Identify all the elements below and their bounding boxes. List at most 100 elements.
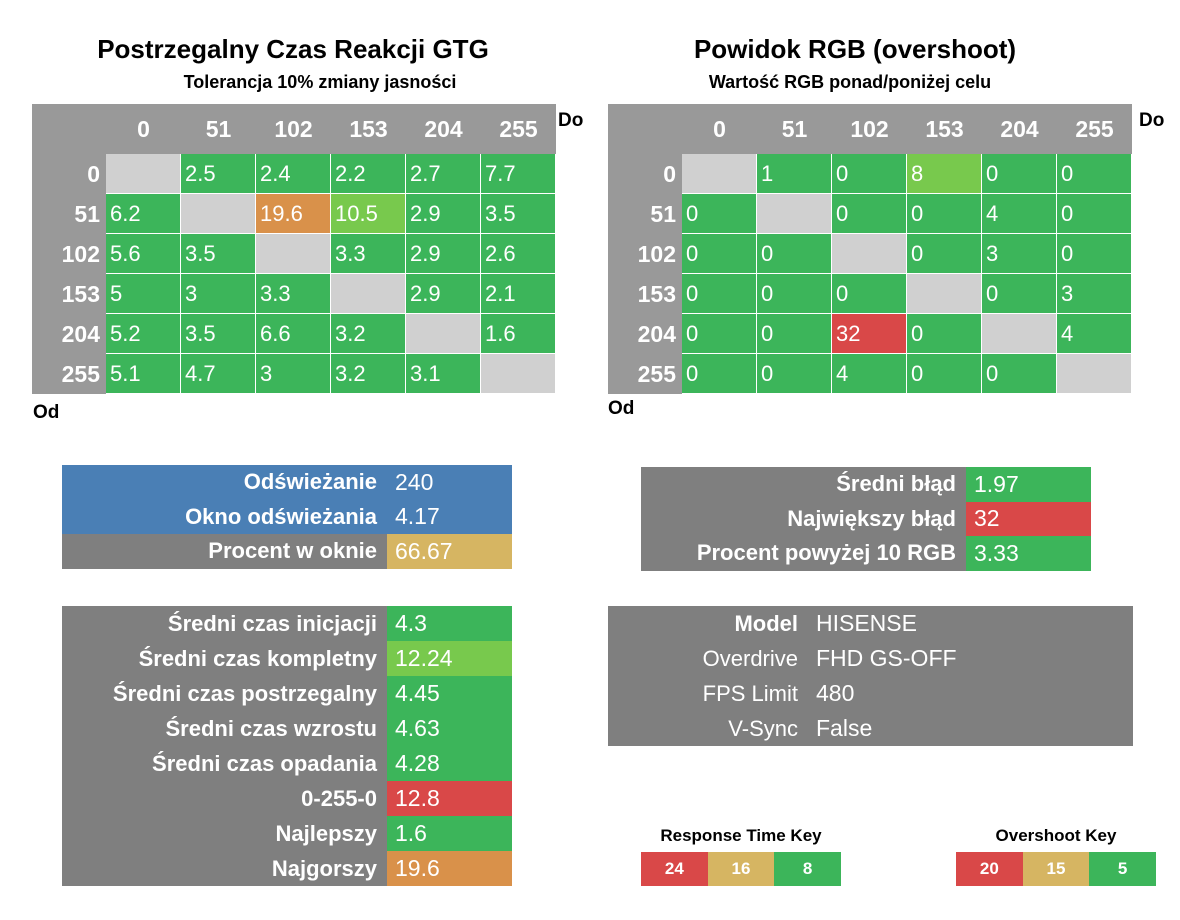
heatmap-cell: 0 [982, 354, 1057, 394]
info_panel-value: 480 [816, 680, 855, 706]
diagonal-cell [1057, 354, 1132, 394]
heatmap-cell: 32 [832, 314, 907, 354]
column-header: 0 [713, 115, 726, 142]
overshoot-ylabel: Od [608, 398, 635, 419]
times_panel-value: 12.8 [387, 781, 512, 816]
refresh_panel-value: 66.67 [387, 534, 512, 569]
heatmap-cell: 3.1 [406, 354, 481, 394]
info_panel-label: FPS Limit [702, 680, 798, 706]
heatmap-cell: 5 [106, 274, 181, 314]
diagonal-cell [256, 234, 331, 274]
times_panel-value: 4.63 [387, 711, 512, 746]
diagonal-cell [331, 274, 406, 314]
heatmap-cell: 3.5 [481, 194, 556, 234]
refresh_panel-label: Procent w oknie [62, 534, 387, 569]
gtg-xlabel: Do [558, 110, 584, 131]
info_panel-row: Model HISENSE [608, 606, 1133, 641]
heatmap-cell: 8 [907, 154, 982, 194]
row-header: 255 [637, 360, 676, 387]
heatmap-cell: 0 [682, 354, 757, 394]
heatmap-cell: 1.6 [481, 314, 556, 354]
refresh_panel-row: Procent w oknie 66.67 [62, 534, 512, 569]
column-header: 255 [499, 115, 538, 142]
heatmap-cell: 0 [1057, 194, 1132, 234]
heatmap-cell: 3 [982, 234, 1057, 274]
refresh_panel-label: Odświeżanie [62, 465, 387, 500]
heatmap-cell: 3.5 [181, 314, 256, 354]
column-header: 255 [1075, 115, 1114, 142]
error_panel-value: 32 [966, 501, 1091, 537]
heatmap-cell: 2.9 [406, 274, 481, 314]
diagonal-cell [406, 314, 481, 354]
heatmap-cell: 0 [982, 274, 1057, 314]
heatmap-cell: 4 [832, 354, 907, 394]
heatmap-cell: 0 [682, 234, 757, 274]
heatmap-cell: 4 [1057, 314, 1132, 354]
diagonal-cell [982, 314, 1057, 354]
info_panel-value: HISENSE [816, 610, 917, 636]
heatmap-cell: 3 [1057, 274, 1132, 314]
overshoot-xlabel: Do [1139, 110, 1165, 131]
heatmap-cell: 0 [682, 274, 757, 314]
row-header: 0 [87, 160, 100, 187]
heatmap-cell: 2.5 [181, 154, 256, 194]
info_panel-label: V-Sync [728, 715, 798, 741]
times_panel-row: Średni czas inicjacji 4.3 [62, 606, 512, 641]
heatmap-cell: 3 [256, 354, 331, 394]
heatmap-cell: 2.9 [406, 234, 481, 274]
heatmap-cell: 2.9 [406, 194, 481, 234]
diagonal-cell [181, 194, 256, 234]
column-header: 102 [274, 115, 313, 142]
heatmap-cell: 6.2 [106, 194, 181, 234]
response_key-cell: 8 [774, 852, 841, 886]
error_panel-row: Największy błąd 32 [641, 501, 1091, 537]
heatmap-cell: 0 [907, 194, 982, 234]
response-key-title: Response Time Key [660, 826, 822, 845]
heatmap-cell: 7.7 [481, 154, 556, 194]
error_panel-label: Największy błąd [787, 505, 956, 531]
column-header: 153 [349, 115, 388, 142]
refresh_panel-value: 240 [387, 465, 512, 500]
response-key: 24 16 8 [641, 852, 841, 886]
times_panel-row: Średni czas wzrostu 4.63 [62, 711, 512, 746]
times_panel-value: 19.6 [387, 851, 512, 886]
error_panel-label: Procent powyżej 10 RGB [696, 540, 956, 566]
row-header: 255 [61, 360, 100, 387]
gtg-title: Postrzegalny Czas Reakcji GTG [97, 34, 489, 64]
heatmap-cell: 19.6 [256, 194, 331, 234]
times_panel-value: 4.28 [387, 746, 512, 781]
column-header: 204 [1000, 115, 1039, 142]
heatmap-cell: 2.6 [481, 234, 556, 274]
row-header: 51 [650, 200, 676, 227]
times_panel-row: Średni czas postrzegalny 4.45 [62, 676, 512, 711]
refresh_panel-row: Okno odświeżania 4.17 [62, 499, 512, 535]
row-header: 153 [637, 280, 676, 307]
times_panel-row: 0-255-0 12.8 [62, 781, 512, 816]
times_panel-value: 4.3 [387, 606, 512, 641]
info_panel-label: Model [734, 610, 798, 636]
gtg-subtitle: Tolerancja 10% zmiany jasności [183, 72, 457, 92]
times_panel-value: 1.6 [387, 816, 512, 851]
gtg-heatmap: 0 51 102 153 204 255 0 2.5 2.4 2.2 2.7 7.7 51 6.2 19.6… [32, 104, 556, 394]
info_panel-value: FHD GS-OFF [816, 645, 957, 671]
error_panel-label: Średni błąd [836, 471, 956, 497]
times_panel-label: Średni czas postrzegalny [112, 680, 377, 706]
heatmap-cell: 2.4 [256, 154, 331, 194]
overshoot_key-cell: 15 [1022, 852, 1090, 886]
heatmap-cell: 3.3 [256, 274, 331, 314]
response_key-cell: 16 [707, 852, 775, 886]
diagonal-cell [832, 234, 907, 274]
times_panel-value: 12.24 [387, 641, 512, 676]
heatmap-cell: 0 [682, 314, 757, 354]
times_panel-row: Średni czas opadania 4.28 [62, 746, 512, 781]
overshoot-heatmap: 0 51 102 153 204 255 0 1 0 8 0 0 51 0 0 0 4 0 102 0 0 0 3 0 153 0… [608, 104, 1132, 394]
column-header: 204 [424, 115, 463, 142]
overshoot-title: Powidok RGB (overshoot) [693, 34, 1017, 64]
heatmap-cell: 5.6 [106, 234, 181, 274]
error_panel-row: Procent powyżej 10 RGB 3.33 [641, 536, 1091, 571]
heatmap-cell: 3 [181, 274, 256, 314]
overshoot_key-cell: 20 [956, 852, 1023, 886]
diagonal-cell [106, 154, 181, 194]
times-panel: Średni czas inicjacji 4.3 Średni czas komp… [62, 606, 512, 886]
heatmap-cell: 0 [907, 314, 982, 354]
